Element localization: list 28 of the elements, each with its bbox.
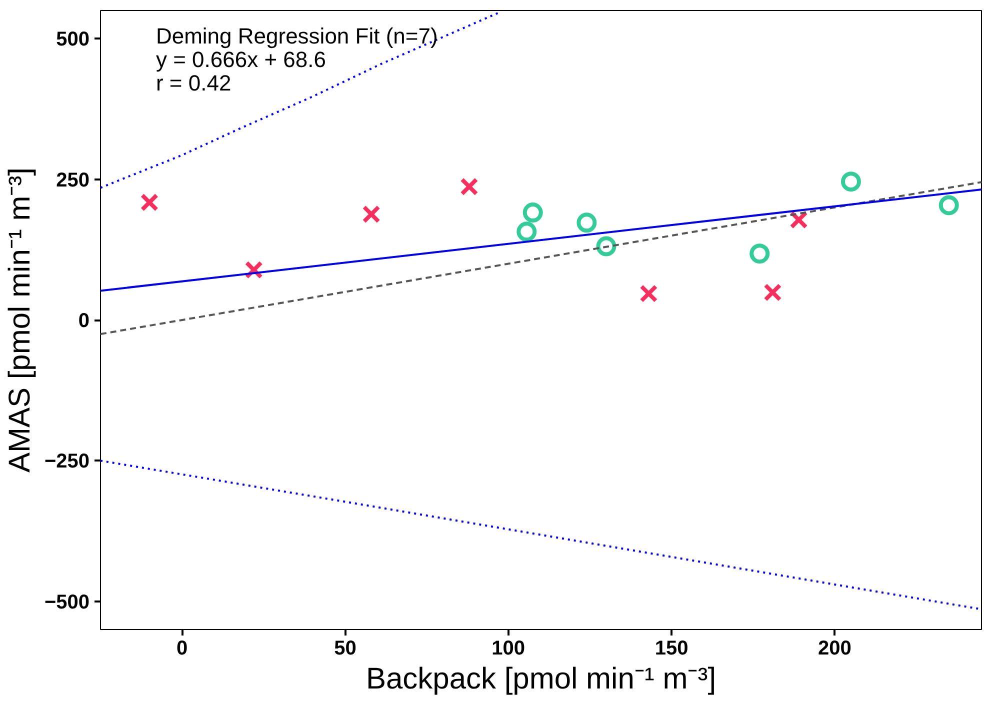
y-tick-label: 500 xyxy=(56,28,90,51)
y-tick-label: −250 xyxy=(44,450,90,473)
y-tick-label: 0 xyxy=(78,310,90,332)
annotation: r = 0.42 xyxy=(156,70,232,96)
y-tick-label: −500 xyxy=(44,591,90,614)
y-axis-title: AMAS [pmol min⁻¹ m⁻³] xyxy=(3,167,36,473)
point xyxy=(750,244,770,264)
point xyxy=(596,236,616,256)
point xyxy=(522,202,543,223)
y-tick-label: 250 xyxy=(56,169,90,192)
annotation: Deming Regression Fit (n=7) xyxy=(156,23,438,48)
line-series xyxy=(100,12,500,189)
x-tick-label: 50 xyxy=(334,638,356,660)
x-tick-label: 100 xyxy=(492,638,526,660)
point xyxy=(460,178,478,196)
x-tick-label: 200 xyxy=(818,638,852,660)
point xyxy=(840,172,861,192)
point xyxy=(764,283,782,302)
point xyxy=(576,212,597,233)
x-axis-title: Backpack [pmol min⁻¹ m⁻³] xyxy=(366,662,716,696)
point xyxy=(140,193,159,212)
point xyxy=(938,195,959,216)
point xyxy=(516,222,537,242)
point xyxy=(362,205,380,224)
x-tick-label: 150 xyxy=(654,638,688,660)
x-tick-label: 0 xyxy=(176,638,188,660)
line-series xyxy=(100,460,982,610)
point xyxy=(640,284,658,303)
